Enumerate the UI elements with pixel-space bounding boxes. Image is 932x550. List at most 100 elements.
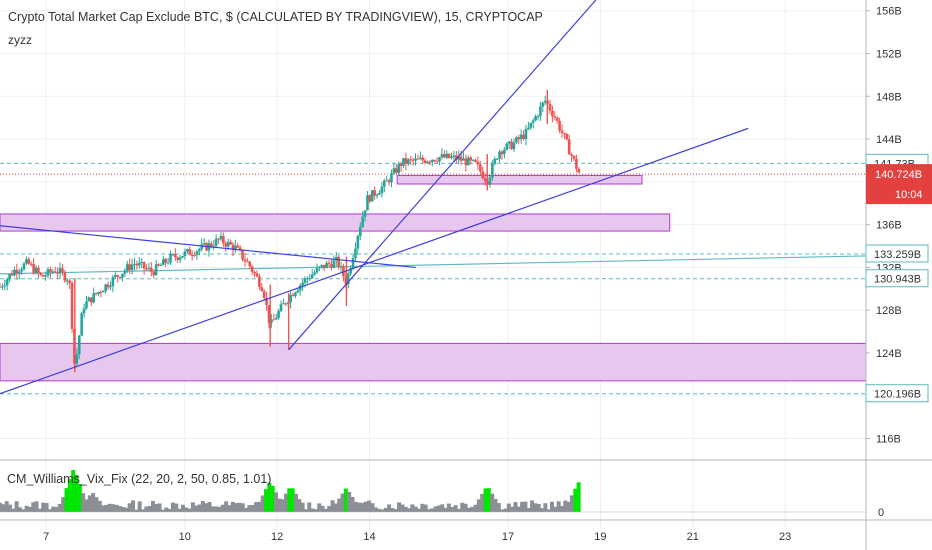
indicator-label: CM_Williams_Vix_Fix (22, 20, 2, 50, 0.85… [7,472,272,486]
candles-group [0,95,581,371]
vix-bar [390,508,395,512]
vix-bar [440,504,445,512]
vix-bar [81,493,86,512]
candle-body [306,278,309,280]
vix-bar [403,506,408,512]
x-tick-label: 21 [687,531,699,543]
vix-bar [224,501,229,512]
candle-body [418,157,422,159]
candle-body [563,132,566,134]
vix-bar [160,509,165,512]
price-zone [0,342,867,382]
vix-bar [347,491,352,512]
candle-body [133,263,136,265]
candle-body [351,258,355,269]
candle-body [44,275,47,277]
candle-body [493,158,497,164]
vix-bar [277,498,282,512]
vix-bar [300,502,305,512]
trendline [288,0,597,351]
vix-bar [37,508,42,512]
vix-bar [550,501,555,512]
trendline [0,127,749,395]
candle-body [253,271,256,274]
vix-bar [137,501,142,512]
vix-bar [200,500,205,512]
candle-body [479,164,482,172]
vix-bar [77,484,82,512]
vix-bar [17,507,22,512]
vix-bar [254,502,259,512]
vix-bar [486,488,491,512]
vix-bar [57,503,62,512]
vix-bar [84,499,89,512]
candle-body [356,236,360,249]
candle-body [476,161,480,165]
candle-body [10,274,14,276]
vix-bar [180,504,185,512]
vix-bar [566,501,571,512]
vix-bar [34,501,39,512]
vix-bar [27,506,32,512]
candle-body [210,243,213,247]
candle-body [236,245,240,248]
vix-bar [214,506,219,512]
vix-bar [204,503,209,512]
candle-body [113,275,117,278]
vix-bar [303,509,308,512]
y-tick-label: 144B [876,134,902,146]
vix-bar [340,493,345,512]
candle-body [368,195,372,202]
vix-bar [373,507,378,512]
candle-body [190,255,194,257]
vix-bar [569,495,574,512]
candle-body [471,159,475,161]
vix-bar [157,503,162,512]
candle-body [349,268,352,274]
candle-body [428,161,432,163]
candle-body [46,269,50,276]
candle-body [145,268,148,270]
vix-bar [333,503,338,512]
vix-bar [330,500,335,512]
candle-body [135,263,139,266]
y-tick-label: 124B [876,348,902,360]
candle-body [8,274,11,280]
candle-body [294,292,297,297]
candle-body [181,256,184,258]
vix-bar [297,499,302,512]
vix-bar [117,505,122,512]
vix-bar [240,503,245,512]
vix-bar [293,493,298,512]
vix-bar [407,508,412,512]
candle-body [222,236,225,244]
candle-body [474,159,477,162]
vix-bar [154,503,159,512]
candle-body [65,280,69,282]
vix-bar [174,503,179,512]
vix-axis-tick: 0 [878,507,884,519]
candle-body [505,143,509,150]
vix-bar [164,507,169,512]
candle-body [531,120,535,123]
candle-body [452,155,456,157]
candle-body [339,266,343,268]
vix-bar [530,500,535,512]
vix-bar [184,507,189,512]
candle-body [457,156,461,160]
candle-body [342,266,345,277]
candle-body [534,116,537,121]
candle-body [303,278,307,283]
y-tick-label: 128B [876,305,902,317]
vix-bar [526,508,531,512]
candle-body [277,311,280,318]
vix-bar [207,502,212,512]
vix-bar [500,509,505,512]
vix-bar [357,502,362,512]
candle-body [37,267,40,273]
candle-body [572,155,576,159]
vix-bar [446,503,451,512]
vix-bar [450,507,455,512]
candle-body [414,158,417,161]
